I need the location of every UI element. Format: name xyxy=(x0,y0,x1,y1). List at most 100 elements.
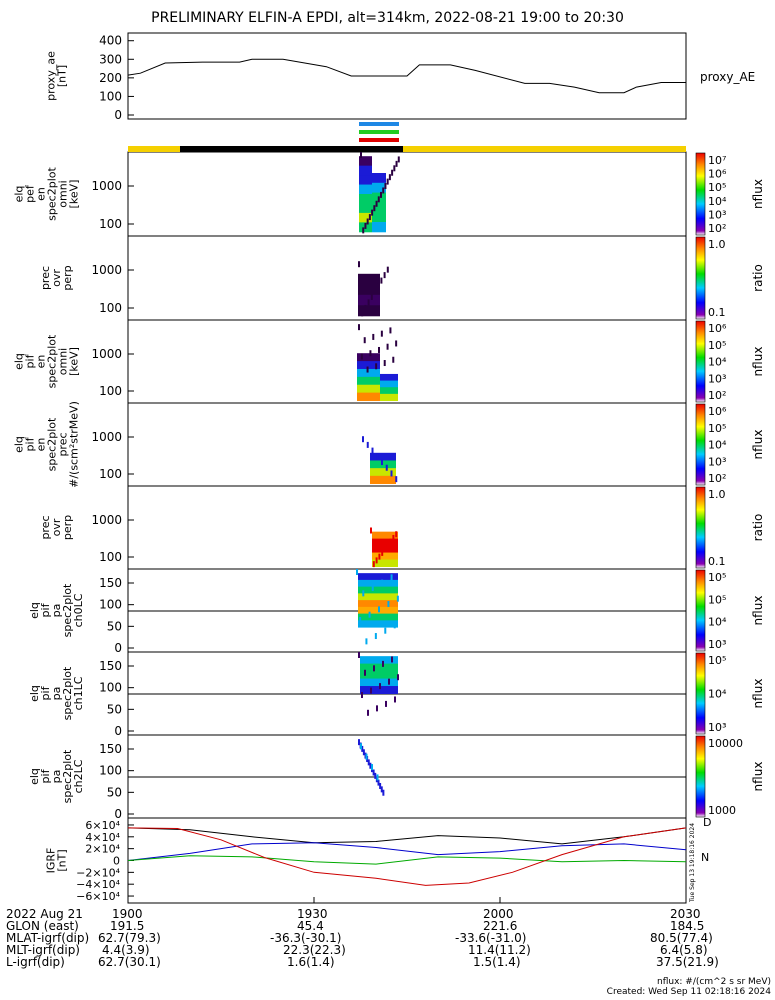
y-tick-label: 100 xyxy=(99,89,122,103)
spectrogram-cell xyxy=(360,152,362,158)
spectrogram-cell xyxy=(372,561,375,568)
colorbar-label: nflux xyxy=(751,762,765,792)
colorbar-tick-label: 10² xyxy=(708,222,726,235)
y-tick-label: −2×10⁴ xyxy=(76,866,120,879)
panel-axis-label: spec2plot xyxy=(46,334,59,388)
spectrogram-cell xyxy=(367,709,369,716)
colorbar-tick-label: 1000 xyxy=(708,804,736,817)
spectrogram-cell xyxy=(358,261,360,268)
spectrogram-cell xyxy=(358,739,360,746)
y-tick-label: 50 xyxy=(107,702,122,716)
mlt-value: 4.4(3.9) xyxy=(102,943,150,957)
spectrogram-cell xyxy=(381,549,384,556)
spectrogram-cell xyxy=(390,574,393,581)
spectrogram-cell xyxy=(378,553,381,560)
l-value: 1.5(1.4) xyxy=(473,955,521,969)
colorbar-tick-label: 10³ xyxy=(708,208,726,221)
spectrogram-cell xyxy=(389,327,392,334)
spectrogram-cell xyxy=(359,165,372,176)
spectrogram-cell xyxy=(360,671,398,680)
panel-frame xyxy=(127,151,687,237)
y-tick-label: 100 xyxy=(99,764,122,778)
panel-axis-label: en xyxy=(35,187,48,201)
y-tick-label: 150 xyxy=(99,576,122,590)
colorbar-tick-label: 10⁵ xyxy=(708,181,726,194)
spectrogram-cell xyxy=(366,366,369,373)
y-tick-label: −6×10⁴ xyxy=(76,890,120,903)
spectrogram-cell xyxy=(367,299,370,306)
panel-axis-label: pa xyxy=(50,770,63,784)
spectrogram-cell xyxy=(362,749,365,756)
y-tick-label: 0 xyxy=(114,108,122,122)
row-label: 2022 Aug 21 xyxy=(6,907,83,921)
y-tick-label: 100 xyxy=(99,598,122,612)
spectrogram-cell xyxy=(358,652,360,658)
colorbar xyxy=(695,486,706,569)
glon-value: 184.5 xyxy=(670,919,705,933)
panel-axis-label: pif xyxy=(39,685,52,700)
spectrogram-cell xyxy=(372,212,386,223)
mlt-row: MLT-igrf(dip) 4.4(3.9) 22.3(22.3) 11.4(1… xyxy=(0,944,775,956)
spectrogram-cell xyxy=(357,368,380,378)
spectrogram-cell xyxy=(358,579,398,588)
colorbar-tick-label: 0.1 xyxy=(708,555,726,568)
heatmap-layer xyxy=(356,152,400,796)
spectrogram-cell xyxy=(360,743,362,750)
y-tick-label: 150 xyxy=(99,742,122,756)
y-tick-label: 400 xyxy=(99,34,122,48)
spectrogram-cell xyxy=(360,678,398,687)
y-tick-label: 100 xyxy=(99,467,122,481)
mlt-value: 6.4(5.8) xyxy=(660,943,708,957)
colorbar-tick-label: 10⁶ xyxy=(708,405,727,418)
science-zone-bar xyxy=(359,130,399,134)
spectrogram-cell xyxy=(380,373,398,382)
spectrogram-cell xyxy=(358,273,380,285)
spectrogram-cell xyxy=(382,660,384,667)
spectrogram-cell xyxy=(358,324,360,331)
spectrogram-cell xyxy=(382,789,385,796)
spectrogram-cell xyxy=(380,277,383,284)
colorbar xyxy=(695,569,706,652)
colorbar-label: ratio xyxy=(751,264,765,292)
colorbar-label: nflux xyxy=(751,679,765,709)
spectrogram-cell xyxy=(378,606,380,613)
panel-axis-label: spec2plot xyxy=(46,417,59,471)
spectrogram-cell xyxy=(394,696,396,703)
panel-frame xyxy=(127,235,687,321)
panel-axis-label: [nT] xyxy=(56,65,69,87)
proxy-ae-line xyxy=(127,58,686,94)
spectrogram-cell xyxy=(357,392,380,402)
spectrogram-cell xyxy=(359,212,372,223)
mlt-value: 11.4(11.2) xyxy=(468,943,531,957)
spectrogram-cell xyxy=(362,590,365,597)
page-title: PRELIMINARY ELFIN-A EPDI, alt=314km, 202… xyxy=(151,10,624,26)
spectrogram-cell xyxy=(370,293,373,300)
y-tick-label: 100 xyxy=(99,301,122,315)
spectrogram-cell xyxy=(358,620,398,628)
panel-axis-label: prec xyxy=(39,266,52,290)
spectrogram-cell xyxy=(359,175,372,186)
spectrogram-cell xyxy=(370,475,396,485)
units-note: nflux: #/(cm^2 s sr MeV) xyxy=(657,977,771,987)
spectrogram-cell xyxy=(369,350,372,357)
row-label: MLT-igrf(dip) xyxy=(6,943,80,957)
y-tick-label: 200 xyxy=(99,71,122,85)
panel-axis-label: [keV] xyxy=(68,347,81,376)
panel-axis-label: elq xyxy=(13,436,26,453)
spectrogram-cell xyxy=(380,380,398,388)
panel-axis-label: spec2plot xyxy=(61,666,74,720)
panel-frame xyxy=(127,319,687,404)
orbit-bar xyxy=(128,146,180,152)
colorbar-tick-label: 10³ xyxy=(708,372,726,385)
spectrogram-cell xyxy=(397,156,400,163)
colorbar-tick-label: 10⁴ xyxy=(708,356,727,369)
y-tick-label: 100 xyxy=(99,550,122,564)
panel-axis-label: ovr xyxy=(50,518,63,536)
spectrogram-cell xyxy=(359,194,372,204)
colorbar-tick-label: 10⁵ xyxy=(708,593,726,606)
spectrogram-cell xyxy=(372,552,398,561)
y-tick-label: 1000 xyxy=(91,263,122,277)
spectrogram-cell xyxy=(372,333,375,340)
time-row: 2022 Aug 21 1900 1930 2000 2030 xyxy=(0,908,775,920)
panel-axis-label: pef xyxy=(24,184,37,203)
